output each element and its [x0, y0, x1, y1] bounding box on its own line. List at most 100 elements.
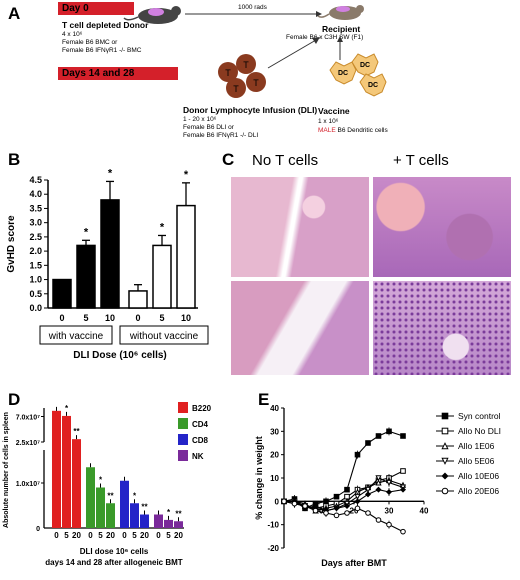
panel-c-label: C	[222, 150, 235, 169]
e-marker-square-filled	[375, 433, 382, 439]
d-bar	[154, 514, 163, 528]
e-marker-triangle-up	[441, 442, 449, 450]
d-bar	[62, 415, 71, 528]
recipient-title: Recipient	[322, 24, 361, 34]
e-y-tick-label: 30	[270, 427, 279, 436]
b-group-label-2: without vaccine	[129, 331, 199, 342]
b-y-axis-title: GvHD score	[6, 215, 17, 273]
d-y-tick-label: 0	[36, 526, 40, 533]
d-x-tick-label: 0	[54, 531, 59, 540]
d-x-tick-label: 5	[98, 531, 103, 540]
panel-d-label: D	[8, 390, 21, 409]
d-x-tick-label: 20	[106, 531, 115, 540]
e-y-axis-title: % change in weight	[254, 436, 264, 520]
e-x-tick-label: 10	[315, 506, 324, 515]
donor-line-2: Female B6 BMC or	[62, 39, 118, 46]
e-marker-circle-open	[354, 505, 361, 512]
d-significance-star: **	[141, 503, 148, 512]
dli-line-1: 1 - 20 x 10⁶	[183, 116, 217, 123]
t-cell-letter-4: T	[253, 78, 259, 88]
b-bar	[52, 278, 72, 309]
b-x-tick-label: 5	[83, 313, 88, 323]
e-marker-triangle-down	[375, 475, 382, 482]
col-plus-t-cells: + T cells	[393, 152, 449, 169]
e-marker-circle-open	[323, 510, 329, 516]
e-marker-triangle-down	[441, 457, 449, 465]
histology-no-t-cells-low-mag	[230, 176, 370, 278]
b-y-tick-label: 0.0	[29, 303, 42, 313]
e-marker-circle-open	[400, 528, 406, 535]
d-y-tick-label: 1.0x10⁷	[16, 481, 40, 488]
e-marker-diamond	[364, 491, 372, 498]
e-marker-square-filled	[400, 433, 406, 439]
d-legend-swatch	[178, 402, 188, 413]
recipient-line: Female B6 x C3H SW (F1)	[286, 34, 364, 41]
d-bar	[120, 480, 129, 528]
b-bar	[128, 290, 148, 309]
d-x-tick-label: 0	[88, 531, 93, 540]
panel-b-label: B	[8, 150, 21, 169]
d-x-axis-title-2: days 14 and 28 after allogeneic BMT	[45, 558, 182, 567]
d-bar	[72, 439, 81, 528]
e-marker-square-filled	[365, 440, 371, 446]
d-significance-star: **	[175, 509, 182, 518]
e-marker-triangle-down	[364, 486, 372, 494]
e-x-tick-label: 30	[385, 506, 394, 515]
d-legend-swatch	[178, 434, 188, 445]
t-cell-letter-1: T	[225, 68, 231, 78]
e-series-line	[283, 430, 404, 509]
e-marker-circle-open	[441, 487, 449, 495]
col-no-t-cells: No T cells	[252, 152, 319, 169]
panel-d-chart: 7.0x10⁷ 2.5x10⁷ 1.0x10⁷ 0 Absolute number of…	[3, 402, 212, 567]
panel-b-chart: 0.0 0.5 1.0 1.5 2.0 2.5 3.0 3.5 4.0 4.5 GvHD score…	[6, 167, 209, 361]
vaccine-line-1: 1 x 10⁶	[318, 118, 339, 125]
d-significance-star: *	[133, 491, 137, 500]
vaccine-dc-text: B6 Dendritic cells	[335, 127, 388, 134]
b-bar	[100, 199, 120, 309]
e-marker-circle-open	[291, 500, 298, 507]
recipient-mouse-icon	[317, 5, 364, 20]
b-x-tick-label: 10	[181, 313, 191, 323]
d-legend-label: CD8	[192, 436, 209, 445]
e-marker-diamond	[385, 488, 393, 496]
e-y-tick-label: 20	[270, 451, 279, 460]
d-x-tick-label: 5	[64, 531, 69, 540]
d-x-axis-title-1: DLI dose 10⁶ cells	[80, 547, 149, 556]
e-marker-circle-open	[386, 521, 392, 528]
d-bar	[96, 487, 105, 528]
e-y-tick-label: -10	[267, 521, 279, 530]
b-significance-star: *	[84, 226, 89, 238]
histology-no-t-cells-high-mag	[230, 280, 370, 376]
d-y-tick-label: 2.5x10⁷	[16, 440, 40, 447]
e-x-tick-label: 40	[420, 506, 429, 515]
d-y-tick-label: 7.0x10⁷	[16, 415, 40, 422]
t-cell-letter-2: T	[243, 60, 249, 70]
b-group-box-1	[39, 325, 113, 345]
b-y-tick-label: 2.0	[29, 246, 42, 256]
histology-plus-t-cells-high-mag	[372, 280, 512, 376]
b-bar	[152, 244, 172, 309]
b-x-tick-label: 0	[59, 313, 64, 323]
day0-banner: Day 0	[58, 2, 134, 15]
d-x-tick-label: 0	[156, 531, 161, 540]
e-y-tick-label: 0	[275, 497, 280, 506]
dli-line-3: Female B6 IFNγR1 -/- DLI	[183, 132, 259, 139]
e-marker-square-open	[400, 468, 406, 474]
e-marker-circle-open	[302, 503, 308, 509]
vaccine-line-2: MALE B6 Dendritic cells	[318, 127, 388, 136]
panel-e-label: E	[258, 390, 270, 409]
t-cell-cluster-icon: T T T T	[218, 54, 266, 98]
dli-title: Donor Lymphocyte Infusion (DLI)	[183, 105, 318, 115]
donor-line-1: 4 x 10⁶	[62, 31, 83, 38]
b-y-tick-label: 3.5	[29, 203, 42, 213]
b-y-tick-label: 4.0	[29, 189, 42, 199]
dc-letter-3: DC	[368, 82, 378, 89]
e-marker-square-filled	[441, 412, 449, 420]
b-y-tick-label: 3.0	[29, 218, 42, 228]
e-y-tick-label: 10	[270, 474, 279, 483]
e-marker-square-filled	[344, 486, 350, 493]
e-marker-diamond	[441, 472, 449, 480]
b-significance-star: *	[184, 169, 189, 181]
b-x-tick-label: 0	[135, 313, 140, 323]
e-legend-label: Allo 20E06	[458, 486, 499, 496]
